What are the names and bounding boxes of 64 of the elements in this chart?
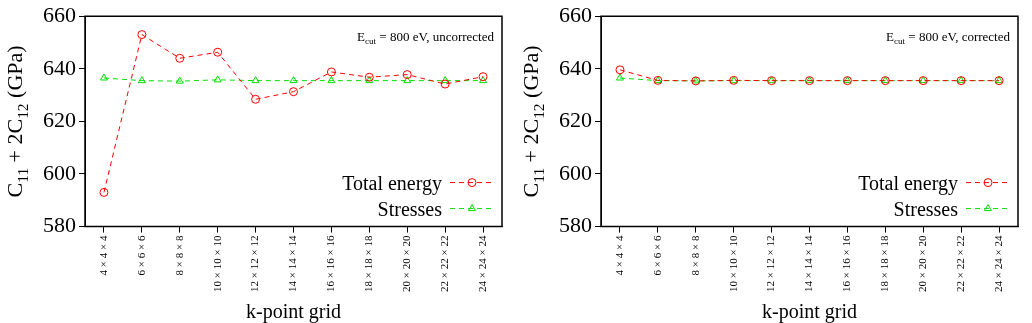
x-tick-label: 20 × 20 × 20 — [916, 235, 929, 293]
x-tick-label: 4 × 4 × 4 — [96, 235, 109, 276]
x-tick-label: 4 × 4 × 4 — [612, 235, 625, 276]
y-tick-label: 580 — [559, 212, 592, 238]
point — [615, 73, 624, 81]
x-tick-label: 10 × 10 × 10 — [210, 235, 223, 293]
point — [289, 76, 298, 84]
x-tick-label: 8 × 8 × 8 — [172, 235, 185, 276]
legend-label: Stresses — [377, 197, 443, 220]
point — [479, 76, 488, 84]
point — [364, 72, 374, 82]
point — [175, 53, 185, 63]
x-tick-label: 14 × 14 × 14 — [802, 235, 815, 293]
x-tick-label: 8 × 8 × 8 — [688, 235, 701, 276]
x-tick-label: 18 × 18 × 18 — [362, 235, 375, 293]
point — [99, 187, 109, 197]
y-tick-label: 580 — [43, 212, 76, 238]
point — [402, 70, 412, 80]
y-axis-title: C11 + 2C12 (GPa) — [518, 45, 547, 198]
y-tick-label: 600 — [559, 159, 592, 185]
point — [326, 67, 336, 77]
point — [478, 72, 488, 82]
point — [327, 76, 336, 84]
x-tick-label: 6 × 6 × 6 — [650, 235, 663, 276]
x-axis-title: k-point grid — [246, 300, 341, 323]
x-tick-label: 22 × 22 × 22 — [954, 235, 967, 293]
x-axis-title: k-point grid — [762, 300, 857, 323]
y-tick-label: 620 — [43, 107, 76, 133]
y-tick-label: 660 — [559, 1, 592, 27]
x-tick-label: 18 × 18 × 18 — [878, 235, 891, 293]
x-tick-label: 12 × 12 × 12 — [764, 235, 777, 293]
x-tick-label: 22 × 22 × 22 — [438, 235, 451, 293]
y-tick-label: 660 — [43, 1, 76, 27]
point — [289, 87, 298, 97]
point — [137, 76, 146, 84]
x-tick-label: 12 × 12 × 12 — [248, 235, 261, 293]
point — [441, 76, 450, 84]
x-tick-label: 24 × 24 × 24 — [475, 235, 488, 293]
y-tick-label: 620 — [559, 107, 592, 133]
point — [213, 75, 222, 83]
legend-label: Total energy — [858, 171, 959, 195]
x-tick-label: 14 × 14 × 14 — [286, 235, 299, 293]
point — [213, 47, 223, 57]
y-tick-label: 640 — [43, 54, 76, 80]
x-tick-label: 16 × 16 × 16 — [324, 235, 337, 293]
x-tick-label: 20 × 20 × 20 — [400, 235, 413, 293]
point — [137, 30, 147, 40]
legend-label: Total energy — [342, 171, 443, 195]
y-tick-label: 600 — [43, 159, 76, 185]
y-tick-label: 640 — [559, 54, 592, 80]
point — [615, 65, 625, 75]
point — [99, 73, 108, 81]
point — [251, 94, 261, 104]
x-tick-label: 24 × 24 × 24 — [991, 235, 1004, 293]
point — [403, 76, 412, 84]
legend-label: Stresses — [893, 197, 959, 220]
point — [440, 79, 450, 89]
point — [175, 76, 184, 84]
x-tick-label: 16 × 16 × 16 — [840, 235, 853, 293]
y-axis-title: C11 + 2C12 (GPa) — [2, 45, 31, 198]
x-tick-label: 6 × 6 × 6 — [134, 235, 147, 276]
x-tick-label: 10 × 10 × 10 — [726, 235, 739, 293]
point — [365, 76, 374, 84]
point — [251, 76, 260, 84]
